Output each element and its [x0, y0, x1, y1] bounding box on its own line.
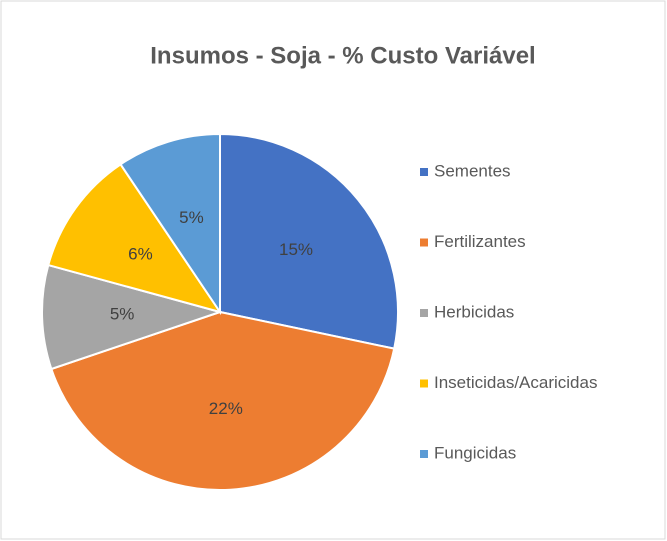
data-label: 15% [279, 240, 313, 259]
pie-slice [219, 132, 399, 350]
pie-slice [50, 310, 396, 491]
legend-swatch [420, 238, 428, 247]
legend-label: Inseticidas/Acaricidas [434, 373, 597, 392]
legend-label: Fungicidas [434, 443, 516, 462]
data-label: 6% [128, 244, 153, 263]
legend-swatch [420, 168, 428, 176]
chart-title: Insumos - Soja - % Custo Variável [150, 42, 535, 69]
pie-slice [41, 263, 224, 371]
legend-swatch [420, 309, 428, 317]
legend-label: Herbicidas [434, 302, 514, 321]
legend-label: Fertilizantes [434, 232, 526, 251]
legend-swatch [420, 450, 428, 458]
pie-slice [119, 132, 221, 316]
legend-swatch [420, 379, 428, 388]
legend-label: Sementes [434, 161, 511, 180]
data-label: 22% [209, 399, 243, 418]
pie-slice [47, 162, 223, 314]
data-label: 5% [110, 304, 135, 323]
data-label: 5% [179, 208, 204, 227]
